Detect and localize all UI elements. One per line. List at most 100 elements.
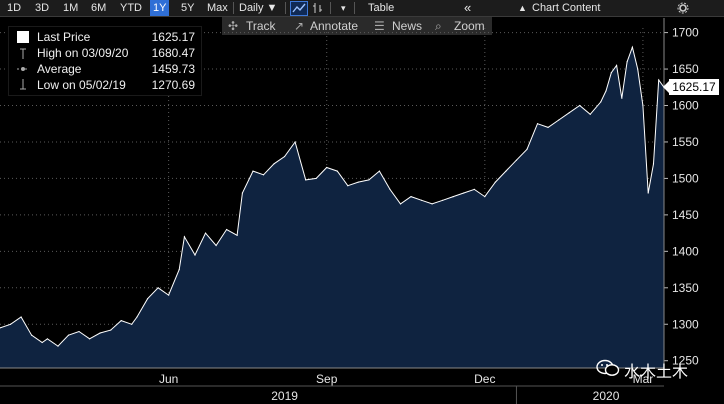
data-point (78, 330, 80, 333)
zoom-icon: ⌕ (435, 19, 442, 33)
x-axis: Jun Sep Dec Mar 2019 2020 (0, 367, 664, 404)
range-1y-button[interactable]: 1Y (150, 0, 170, 16)
y-axis: 1250 1300 1350 1400 1450 1500 1550 1600 1650 1700 (663, 18, 699, 368)
collapse-icon[interactable]: « (464, 0, 472, 15)
data-point (136, 316, 138, 318)
track-icon: ✣ (228, 19, 239, 33)
data-point (294, 141, 296, 143)
divider (330, 2, 331, 14)
range-6m-button[interactable]: 6M (91, 2, 107, 14)
data-point (157, 287, 159, 289)
top-toolbar: 1D 3D 1M 6M YTD 1Y 5Y Max Daily ▼ ▾ Tabl… (0, 0, 724, 17)
y-tick-label: 1450 (672, 208, 699, 222)
data-point (178, 268, 180, 271)
chart-content-button[interactable]: Chart Content (532, 2, 601, 14)
last-price-tag: 1625.17 (663, 79, 719, 96)
data-point (621, 97, 623, 99)
data-point (368, 179, 370, 181)
data-point (463, 192, 465, 194)
data-point (336, 170, 338, 172)
y-tick-label: 1600 (672, 99, 699, 113)
range-ytd-button[interactable]: YTD (120, 2, 142, 14)
data-point (215, 244, 217, 247)
range-3d-button[interactable]: 3D (35, 2, 50, 14)
frequency-dropdown[interactable]: Daily ▼ (239, 2, 278, 14)
year-label: 2020 (593, 389, 620, 403)
data-point (315, 177, 317, 180)
data-point (194, 254, 196, 256)
data-point (647, 192, 649, 194)
data-point (31, 334, 33, 336)
zoom-button[interactable]: Zoom (454, 19, 485, 33)
data-point (484, 196, 486, 198)
data-point (631, 46, 633, 48)
data-point (67, 334, 70, 336)
data-point (305, 179, 307, 181)
data-point (326, 166, 328, 169)
price-line (0, 45, 665, 347)
x-tick-label: Sep (316, 372, 338, 386)
data-point (183, 236, 186, 238)
last-price-swatch-icon (17, 31, 29, 43)
news-button[interactable]: News (392, 19, 423, 33)
table-button[interactable]: Table (368, 2, 395, 14)
high-label: High on 03/09/20 (37, 46, 129, 60)
year-label: 2019 (271, 389, 298, 403)
data-point (536, 123, 539, 125)
data-point (652, 163, 655, 165)
data-point (347, 185, 349, 187)
range-max-button[interactable]: Max (207, 2, 228, 14)
data-point (526, 148, 528, 150)
line-chart-icon[interactable] (290, 1, 308, 16)
y-tick-label: 1400 (672, 244, 699, 258)
data-point (357, 181, 359, 183)
range-5y-button[interactable]: 5Y (181, 2, 195, 14)
data-point (431, 203, 433, 205)
track-button[interactable]: Track (246, 19, 276, 33)
data-point (399, 203, 402, 205)
data-point (131, 323, 133, 325)
data-point (600, 101, 602, 103)
divider (354, 2, 355, 14)
data-point (589, 113, 591, 115)
range-1m-button[interactable]: 1M (63, 2, 79, 14)
watermark-text: 水木土木 (624, 364, 689, 381)
data-point (99, 332, 101, 334)
y-tick-label: 1550 (672, 135, 699, 149)
data-point (410, 196, 412, 198)
data-point (658, 79, 660, 81)
data-point (226, 228, 228, 231)
x-tick-label: Mar (633, 372, 654, 386)
data-point (579, 104, 581, 107)
wechat-icon (596, 359, 620, 377)
low-value: 1270.69 (151, 78, 195, 92)
y-tick-label: 1350 (672, 281, 699, 295)
data-point (615, 64, 618, 66)
data-point (262, 174, 265, 176)
price-area (0, 47, 664, 368)
chart-content-icon[interactable]: ▲ (518, 3, 527, 13)
data-point (547, 126, 549, 128)
last-price-label: Last Price (37, 30, 91, 44)
data-point (146, 298, 149, 300)
annotate-button[interactable]: Annotate (310, 19, 359, 33)
data-point (626, 61, 628, 63)
data-point (57, 345, 59, 347)
bar-chart-icon[interactable] (312, 0, 324, 16)
more-dropdown[interactable]: ▾ (341, 3, 346, 13)
data-point (88, 338, 91, 340)
chart-tools-bar: ✣ Track ↗ Annotate ☰ News ⌕ Zoom (222, 17, 492, 35)
data-point (473, 188, 475, 190)
data-point (273, 163, 275, 165)
data-point (204, 232, 207, 234)
settings-icon[interactable] (677, 0, 689, 16)
data-point (442, 199, 444, 201)
low-label: Low on 05/02/19 (37, 78, 126, 92)
data-point (610, 72, 612, 74)
data-point (110, 329, 112, 331)
range-1d-button[interactable]: 1D (7, 2, 22, 14)
data-point (0, 327, 1, 329)
average-value: 1459.73 (151, 62, 195, 76)
x-tick-label: Jun (159, 372, 178, 386)
